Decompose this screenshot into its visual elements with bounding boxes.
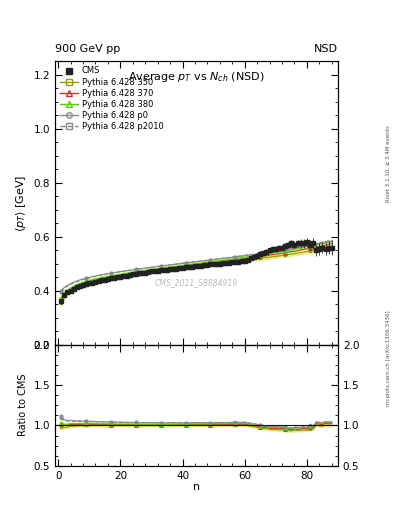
Text: CMS_2011_S8884919: CMS_2011_S8884919	[155, 278, 238, 287]
Legend: CMS, Pythia 6.428 350, Pythia 6.428 370, Pythia 6.428 380, Pythia 6.428 p0, Pyth: CMS, Pythia 6.428 350, Pythia 6.428 370,…	[58, 65, 165, 133]
Text: 900 GeV pp: 900 GeV pp	[55, 44, 120, 54]
X-axis label: n: n	[193, 482, 200, 492]
Y-axis label: $\langle p_T \rangle$ [GeV]: $\langle p_T \rangle$ [GeV]	[14, 175, 28, 231]
Text: NSD: NSD	[314, 44, 338, 54]
Y-axis label: Ratio to CMS: Ratio to CMS	[18, 374, 28, 437]
Text: Rivet 3.1.10, ≥ 3.4M events: Rivet 3.1.10, ≥ 3.4M events	[386, 125, 391, 202]
Text: mcplots.cern.ch [arXiv:1306.3436]: mcplots.cern.ch [arXiv:1306.3436]	[386, 311, 391, 406]
Text: Average $p_T$ vs $N_{ch}$ (NSD): Average $p_T$ vs $N_{ch}$ (NSD)	[128, 70, 265, 84]
